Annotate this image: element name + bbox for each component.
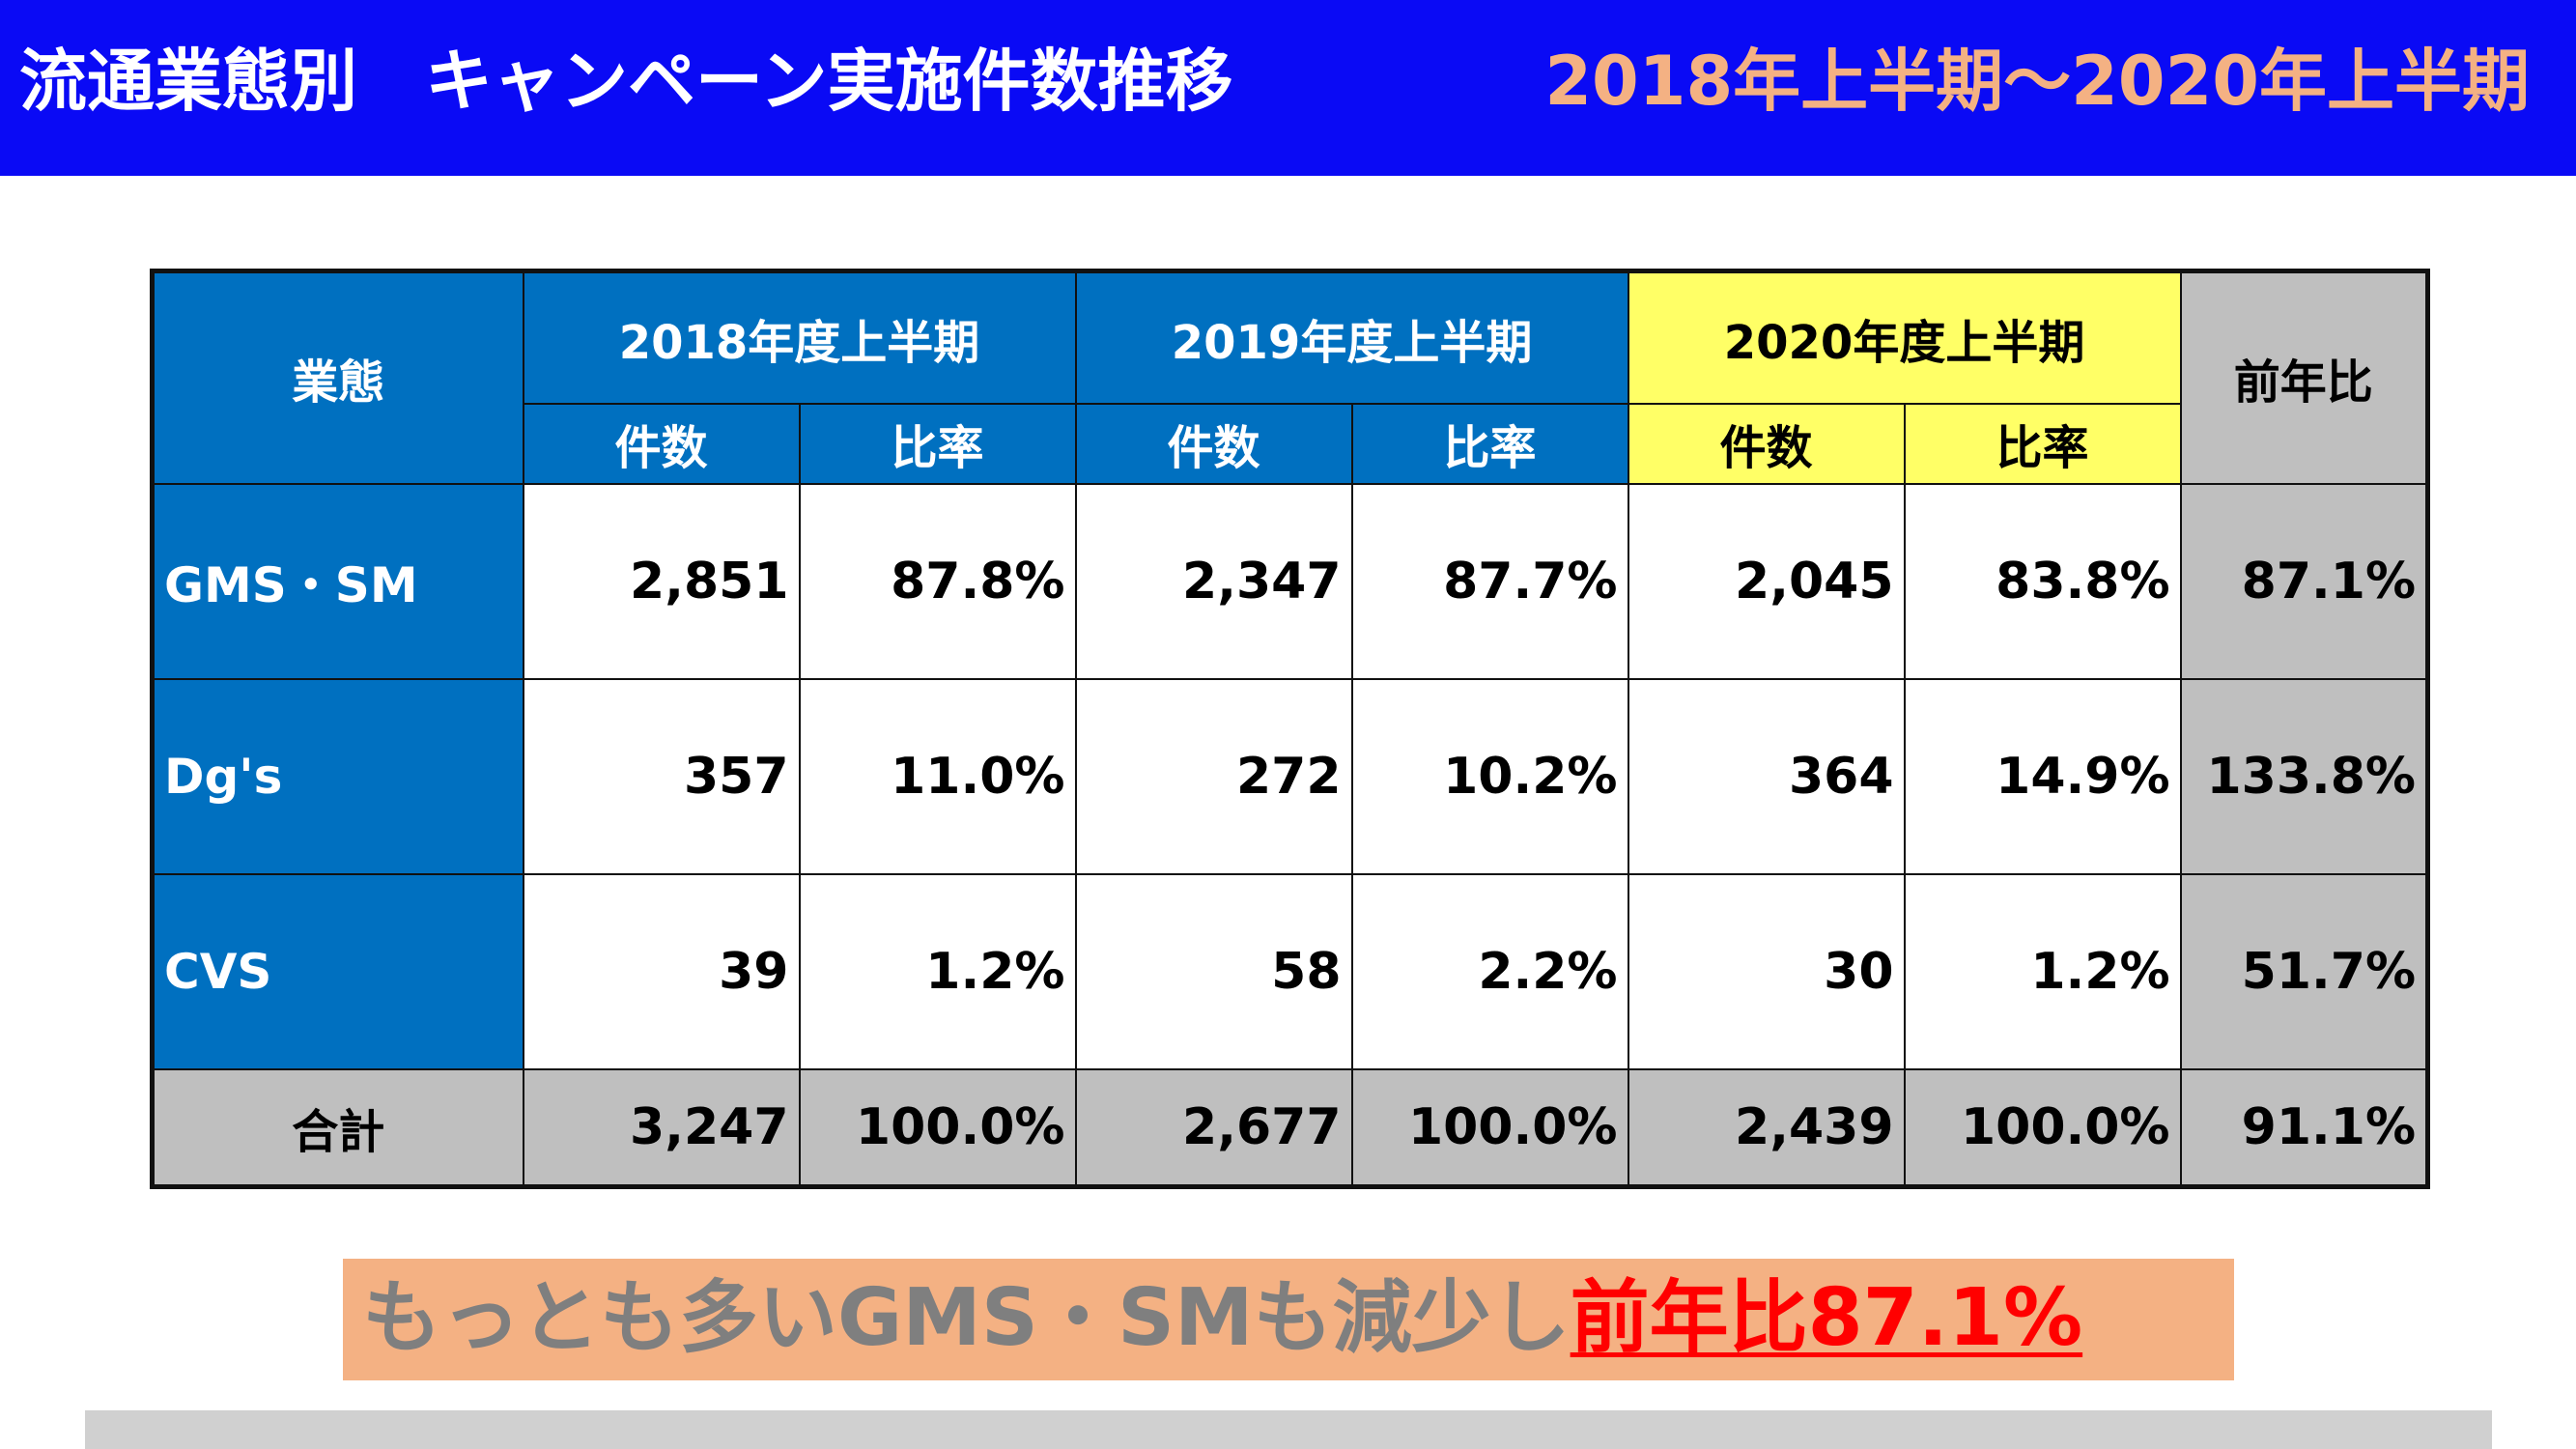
header-ratio-2019: 比率 (1350, 402, 1629, 485)
table-row: GMS・SM 2,851 87.8% 2,347 87.7% 2,045 83.… (151, 482, 2429, 680)
callout-plain-text: もっとも多いGMS・SMも減少し (362, 1272, 1571, 1364)
header-year-2020: 2020年度上半期 (1627, 270, 2182, 405)
header-count-2019: 件数 (1074, 402, 1353, 485)
callout-text: もっとも多いGMS・SMも減少し前年比87.1% (362, 1259, 2082, 1380)
cell-yoy: 133.8% (2179, 677, 2429, 875)
header-category: 業態 (151, 270, 524, 485)
cell-ratio-2018: 11.0% (798, 677, 1077, 875)
cell-ratio-2020: 83.8% (1903, 482, 2182, 680)
row-category: GMS・SM (151, 482, 524, 680)
cell-count-2018: 2,851 (522, 482, 801, 680)
table-row: Dg's 357 11.0% 272 10.2% 364 14.9% 133.8… (151, 677, 2429, 875)
header-ratio-2020: 比率 (1903, 402, 2182, 485)
title-bar: 流通業態別 キャンペーン実施件数推移 2018年上半期～2020年上半期 (0, 0, 2576, 176)
total-row: 合計 3,247 100.0% 2,677 100.0% 2,439 100.0… (151, 1067, 2429, 1188)
campaign-table: 業態 2018年度上半期 2019年度上半期 2020年度上半期 前年比 件数 … (150, 269, 2431, 1189)
cell-count-2018: 357 (522, 677, 801, 875)
total-yoy: 91.1% (2179, 1067, 2429, 1188)
total-count-2020: 2,439 (1627, 1067, 1906, 1188)
total-label: 合計 (151, 1067, 524, 1188)
cell-ratio-2020: 14.9% (1903, 677, 2182, 875)
cell-ratio-2018: 87.8% (798, 482, 1077, 680)
cell-count-2020: 2,045 (1627, 482, 1906, 680)
cell-count-2020: 364 (1627, 677, 1906, 875)
total-ratio-2019: 100.0% (1350, 1067, 1629, 1188)
cell-yoy: 51.7% (2179, 872, 2429, 1070)
cell-ratio-2020: 1.2% (1903, 872, 2182, 1070)
total-ratio-2020: 100.0% (1903, 1067, 2182, 1188)
cell-ratio-2018: 1.2% (798, 872, 1077, 1070)
summary-callout: もっとも多いGMS・SMも減少し前年比87.1% (343, 1259, 2234, 1380)
cell-count-2019: 58 (1074, 872, 1353, 1070)
period-label: 2018年上半期～2020年上半期 (1544, 42, 2530, 121)
header-count-2018: 件数 (522, 402, 801, 485)
row-category: Dg's (151, 677, 524, 875)
header-year-2018: 2018年度上半期 (522, 270, 1077, 405)
table-row: CVS 39 1.2% 58 2.2% 30 1.2% 51.7% (151, 872, 2429, 1070)
cell-count-2019: 272 (1074, 677, 1353, 875)
bottom-divider (85, 1410, 2492, 1449)
total-count-2019: 2,677 (1074, 1067, 1353, 1188)
cell-ratio-2019: 2.2% (1350, 872, 1629, 1070)
row-category: CVS (151, 872, 524, 1070)
cell-count-2019: 2,347 (1074, 482, 1353, 680)
total-count-2018: 3,247 (522, 1067, 801, 1188)
page-title: 流通業態別 キャンペーン実施件数推移 (19, 42, 1233, 121)
cell-count-2020: 30 (1627, 872, 1906, 1070)
header-yoy: 前年比 (2179, 270, 2429, 485)
cell-ratio-2019: 10.2% (1350, 677, 1629, 875)
header-count-2020: 件数 (1627, 402, 1906, 485)
callout-highlight-text: 前年比87.1% (1570, 1272, 2083, 1364)
header-year-2019: 2019年度上半期 (1074, 270, 1629, 405)
cell-yoy: 87.1% (2179, 482, 2429, 680)
cell-count-2018: 39 (522, 872, 801, 1070)
cell-ratio-2019: 87.7% (1350, 482, 1629, 680)
total-ratio-2018: 100.0% (798, 1067, 1077, 1188)
header-ratio-2018: 比率 (798, 402, 1077, 485)
